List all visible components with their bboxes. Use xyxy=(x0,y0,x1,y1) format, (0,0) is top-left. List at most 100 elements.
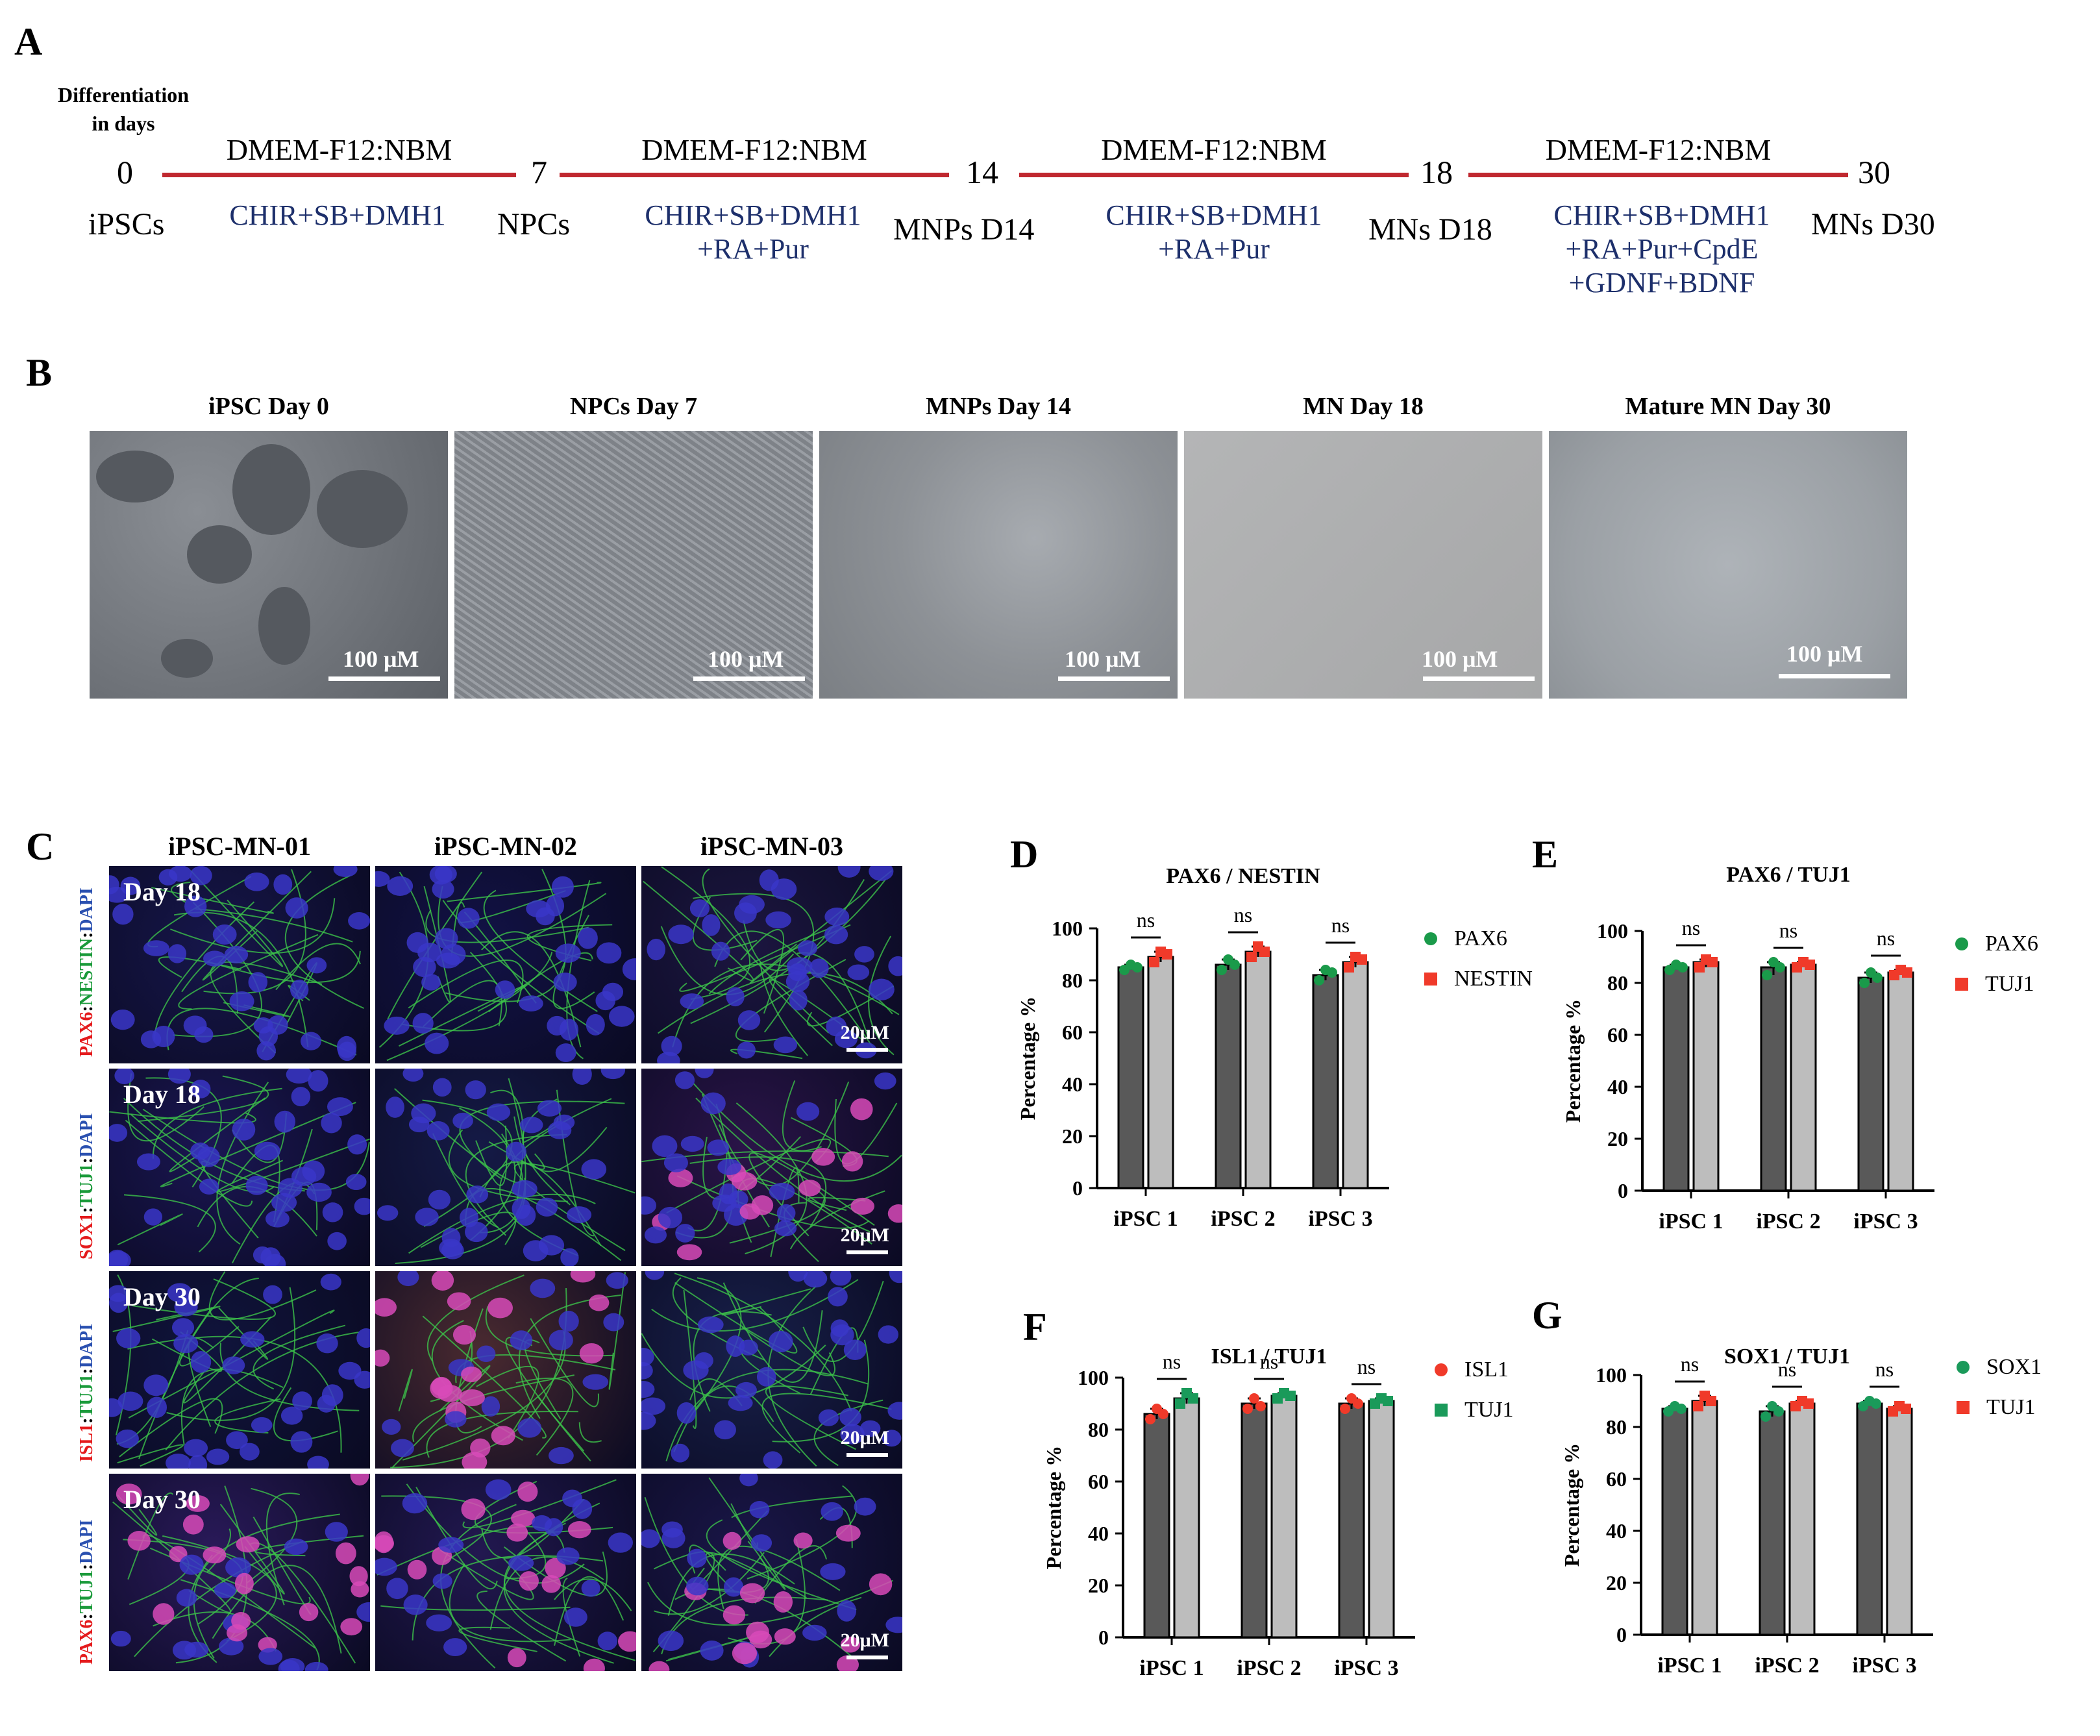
data-point-pax6 xyxy=(1314,975,1324,986)
legend-marker-tuj1 xyxy=(1957,1401,1970,1414)
x-tick-label: iPSC 3 xyxy=(1853,1209,1918,1234)
data-point-pax6 xyxy=(1872,973,1883,983)
legend-label-pax6: PAX6 xyxy=(1985,932,2038,956)
fluorescence-image-r4-c1: Day 30 xyxy=(109,1474,370,1671)
brightfield-image-2 xyxy=(454,431,813,699)
x-tick-label: iPSC 2 xyxy=(1755,1654,1819,1678)
significance-label: ns xyxy=(1682,916,1700,939)
y-tick-label: 60 xyxy=(1607,1023,1628,1047)
data-point-isl1 xyxy=(1145,1414,1155,1424)
fluo-scale-bar xyxy=(846,1655,888,1659)
data-point-tuj1 xyxy=(1803,1398,1814,1409)
legend-label-tuj1: TUJ1 xyxy=(1986,1395,2036,1419)
chart-d: PAX6 / NESTIN Percentage % 0 20 40 60 80 100 iPS… xyxy=(1016,864,1533,1231)
bar-pax6 xyxy=(1215,963,1242,1189)
bf-title-4: MN Day 18 xyxy=(1303,393,1424,420)
panel-label-e: E xyxy=(1532,833,1559,876)
bf-scale-label-4: 100 μM xyxy=(1422,646,1498,672)
fluorescence-image-r2-c2 xyxy=(375,1069,636,1266)
row-label-marker-green: NESTIN xyxy=(77,937,97,1006)
bf-title-2: NPCs Day 7 xyxy=(569,393,698,420)
y-axis-label: Percentage % xyxy=(1560,1443,1583,1567)
stage-mnps-d14: MNPs D14 xyxy=(893,212,1035,247)
data-point-tuj1 xyxy=(1707,957,1718,967)
bar-nestin xyxy=(1244,950,1272,1189)
legend-label-tuj1: TUJ1 xyxy=(1464,1398,1514,1422)
row-label-marker-red: PAX6 xyxy=(77,1619,97,1665)
data-point-pax6 xyxy=(1217,965,1227,975)
bf-scale-bar-4 xyxy=(1423,676,1535,681)
significance-label: ns xyxy=(1877,926,1895,950)
data-point-tuj1 xyxy=(1693,1401,1703,1411)
fluo-scale-bar xyxy=(846,1250,888,1254)
timeline-header-line2: in days xyxy=(92,112,155,135)
data-point-nestin xyxy=(1149,957,1159,967)
row-label-separator: : xyxy=(77,1417,97,1424)
y-tick-label: 60 xyxy=(1606,1467,1627,1491)
y-tick-label: 80 xyxy=(1088,1418,1109,1441)
x-tick-label: iPSC 1 xyxy=(1657,1654,1722,1678)
data-point-tuj1 xyxy=(1706,1396,1716,1406)
data-point-tuj1 xyxy=(1188,1393,1198,1404)
y-tick-label: 80 xyxy=(1062,969,1083,992)
row-label-marker-green: TUJ1 xyxy=(77,1374,97,1418)
brightfield-image-4 xyxy=(1184,431,1542,699)
data-point-tuj1 xyxy=(1901,1404,1911,1414)
row-label-marker-blue: DAPI xyxy=(77,1323,97,1369)
data-point-pax6 xyxy=(1677,962,1688,973)
data-point-nestin xyxy=(1162,949,1172,960)
bf-scale-bar-2 xyxy=(693,676,805,681)
legend-marker-sox1 xyxy=(1957,1361,1970,1374)
data-point-pax6 xyxy=(1229,960,1240,970)
timeline-segment-2 xyxy=(560,173,949,177)
y-tick-label: 20 xyxy=(1607,1127,1628,1150)
y-axis-label: Percentage % xyxy=(1042,1446,1065,1569)
bar-isl1 xyxy=(1338,1402,1365,1639)
row-label-separator: : xyxy=(77,1207,97,1213)
chart-title: PAX6 / TUJ1 xyxy=(1726,863,1850,887)
chart-f: ISL1 / TUJ1 Percentage % 0 20 40 60 80 100 iPSC … xyxy=(1042,1345,1514,1680)
cell-pattern xyxy=(641,1474,902,1671)
media-2: DMEM-F12:NBM xyxy=(641,133,867,166)
data-point-isl1 xyxy=(1249,1393,1259,1404)
timeline-segment-3 xyxy=(1019,173,1409,177)
x-tick-label: iPSC 3 xyxy=(1334,1656,1398,1680)
bar-nestin xyxy=(1342,961,1369,1189)
x-tick-label: iPSC 2 xyxy=(1756,1209,1820,1234)
x-tick-label: iPSC 3 xyxy=(1852,1654,1916,1678)
cell-pattern xyxy=(375,866,636,1062)
col-title-2: iPSC-MN-02 xyxy=(434,832,577,861)
row-label-marker-blue: DAPI xyxy=(77,887,97,932)
fluorescence-image-r4-c2 xyxy=(375,1474,636,1671)
legend-marker-tuj1 xyxy=(1435,1404,1448,1417)
bf-title-1: iPSC Day 0 xyxy=(208,393,329,420)
chart-g: SOX1 / TUJ1 Percentage % 0 20 40 60 80 100 iPSC … xyxy=(1560,1345,2042,1678)
row-label-separator: : xyxy=(77,1368,97,1374)
significance-label: ns xyxy=(1875,1358,1894,1381)
day-label: Day 30 xyxy=(123,1485,201,1514)
bar-pax6 xyxy=(1117,966,1144,1189)
bf-scale-bar-5 xyxy=(1779,674,1890,678)
data-point-nestin xyxy=(1246,952,1257,962)
data-point-isl1 xyxy=(1158,1409,1168,1419)
data-point-pax6 xyxy=(1762,970,1772,980)
bar-tuj1 xyxy=(1692,961,1720,1192)
y-tick-label: 60 xyxy=(1062,1021,1083,1044)
row-label-2: SOX1:TUJ1:DAPI xyxy=(77,1113,97,1259)
brightfield-image-5 xyxy=(1549,431,1907,699)
media-1: DMEM-F12:NBM xyxy=(226,133,452,166)
y-tick-label: 100 xyxy=(1052,917,1083,940)
cell-pattern xyxy=(109,866,370,1061)
day-label: Day 18 xyxy=(123,877,201,906)
panel-label-g: G xyxy=(1532,1294,1563,1337)
day-0: 0 xyxy=(117,154,133,190)
day-label: Day 30 xyxy=(123,1282,201,1311)
fluo-scale-label: 20μM xyxy=(840,1022,889,1043)
y-axis-label: Percentage % xyxy=(1016,997,1039,1120)
fluo-scale-label: 20μM xyxy=(840,1427,889,1448)
fluorescence-image-r3-c3: 20μM xyxy=(641,1271,902,1469)
legend-label-sox1: SOX1 xyxy=(1986,1355,2042,1379)
significance-label: ns xyxy=(1779,919,1797,942)
col-title-1: iPSC-MN-01 xyxy=(168,832,311,861)
col-title-3: iPSC-MN-03 xyxy=(700,832,843,861)
